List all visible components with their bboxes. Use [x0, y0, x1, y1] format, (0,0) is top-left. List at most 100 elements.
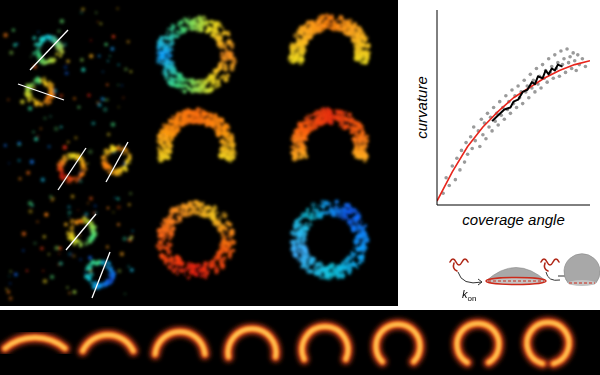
fluorescence-spot — [159, 38, 163, 42]
fluorescence-spot — [189, 79, 191, 81]
fluorescence-spot — [43, 235, 47, 239]
fluorescence-spot — [85, 163, 87, 165]
fluorescence-spot — [85, 241, 87, 243]
fluorescence-spot — [320, 14, 325, 19]
fluorescence-spot — [53, 59, 56, 62]
fluorescence-spot — [53, 36, 57, 40]
fluorescence-spot — [57, 165, 60, 168]
fluorescence-spot — [224, 80, 226, 82]
fluorescence-spot — [81, 164, 85, 168]
fluorescence-spot — [68, 211, 72, 215]
fluorescence-spot — [218, 63, 222, 67]
fluorescence-spot — [9, 51, 13, 55]
fluorescence-spot — [73, 224, 75, 226]
fluorescence-spot — [84, 272, 86, 274]
fluorescence-spot — [167, 42, 169, 44]
fluorescence-spot — [70, 233, 72, 235]
fluorescence-spot — [60, 19, 65, 24]
fluorescence-spot — [91, 262, 93, 264]
fluorescence-spot — [169, 138, 172, 141]
fluorescence-spot — [81, 68, 85, 72]
fluorescence-spot — [325, 13, 330, 18]
fluorescence-spot — [116, 7, 119, 10]
fluorescence-spot — [106, 266, 109, 269]
fluorescence-spot — [166, 57, 168, 59]
fluorescence-spot — [13, 43, 17, 47]
fluorescence-spot — [117, 148, 120, 151]
fluorescence-spot — [222, 27, 224, 29]
fluorescence-spot — [175, 84, 178, 87]
fluorescence-spot — [342, 25, 347, 30]
fluorescence-spot — [43, 76, 46, 79]
fluorescence-spot — [221, 76, 223, 78]
fluorescence-spot — [42, 58, 44, 60]
fluorescence-spot — [6, 290, 10, 294]
fluorescence-spot — [161, 46, 163, 48]
fluorescence-spot — [229, 44, 234, 49]
fluorescence-spot — [66, 154, 69, 157]
fluorescence-spot — [114, 197, 116, 199]
fluorescence-spot — [34, 44, 37, 47]
fluorescence-spot — [156, 59, 160, 63]
fluorescence-spot — [86, 274, 90, 278]
fluorescence-spot — [67, 205, 70, 208]
fluorescence-spot — [130, 70, 132, 72]
fluorescence-spot — [170, 125, 172, 127]
fluorescence-spot — [45, 97, 49, 101]
fluorescence-spot — [108, 278, 111, 281]
fluorescence-spot — [124, 67, 128, 71]
fluorescence-spot — [18, 177, 21, 180]
fluorescence-spot — [231, 63, 235, 67]
fluorescence-spot — [356, 32, 361, 37]
fluorescence-spot — [109, 266, 112, 269]
fluorescence-spot — [77, 209, 79, 211]
fluorescence-spot — [66, 232, 70, 236]
fluorescence-spot — [185, 19, 190, 24]
fluorescence-spot — [54, 59, 56, 61]
fluorescence-spot — [52, 90, 54, 92]
fluorescence-spot — [89, 241, 91, 243]
fluorescence-spot — [228, 140, 232, 144]
fluorescence-spot — [118, 106, 120, 108]
fluorescence-spot — [101, 156, 105, 160]
fluorescence-spot — [117, 145, 120, 148]
fluorescence-spot — [28, 98, 31, 101]
fluorescence-spot — [46, 62, 48, 64]
fluorescence-spot — [191, 90, 194, 93]
fluorescence-spot — [98, 103, 102, 107]
fluorescence-spot — [180, 89, 182, 91]
fluorescence-spot — [227, 74, 230, 77]
fluorescence-spot — [79, 245, 82, 248]
fluorescence-spot — [59, 94, 63, 98]
fluorescence-spot — [106, 245, 109, 248]
fluorescence-spot — [130, 268, 134, 272]
fluorescence-spot — [206, 30, 210, 34]
fluorescence-spot — [212, 81, 216, 85]
fluorescence-spot — [175, 78, 178, 81]
fluorescence-spot — [312, 25, 314, 27]
fluorescence-spot — [36, 220, 39, 223]
fluorescence-spot — [227, 33, 231, 37]
fluorescence-spot — [49, 115, 51, 117]
fluorescence-spot — [214, 114, 217, 117]
fluorescence-spot — [214, 113, 218, 117]
fluorescence-spot — [344, 32, 348, 36]
fluorescence-spot — [64, 65, 68, 69]
fluorescence-spot — [328, 22, 331, 25]
fluorescence-spot — [167, 28, 169, 30]
fluorescence-spot — [222, 45, 226, 49]
fluorescence-spot — [197, 16, 202, 21]
fluorescence-spot — [220, 41, 223, 44]
fluorescence-spot — [28, 201, 33, 206]
fluorescence-spot — [224, 52, 228, 56]
fluorescence-spot — [43, 62, 45, 64]
fluorescence-spot — [111, 268, 112, 269]
fluorescence-spot — [75, 180, 78, 183]
fluorescence-spot — [162, 58, 164, 60]
fluorescence-spot — [121, 85, 123, 87]
fluorescence-spot — [32, 131, 34, 133]
fluorescence-spot — [129, 236, 133, 240]
fluorescence-spot — [69, 228, 71, 230]
fluorescence-spot — [14, 273, 18, 277]
fluorescence-spot — [214, 70, 216, 72]
